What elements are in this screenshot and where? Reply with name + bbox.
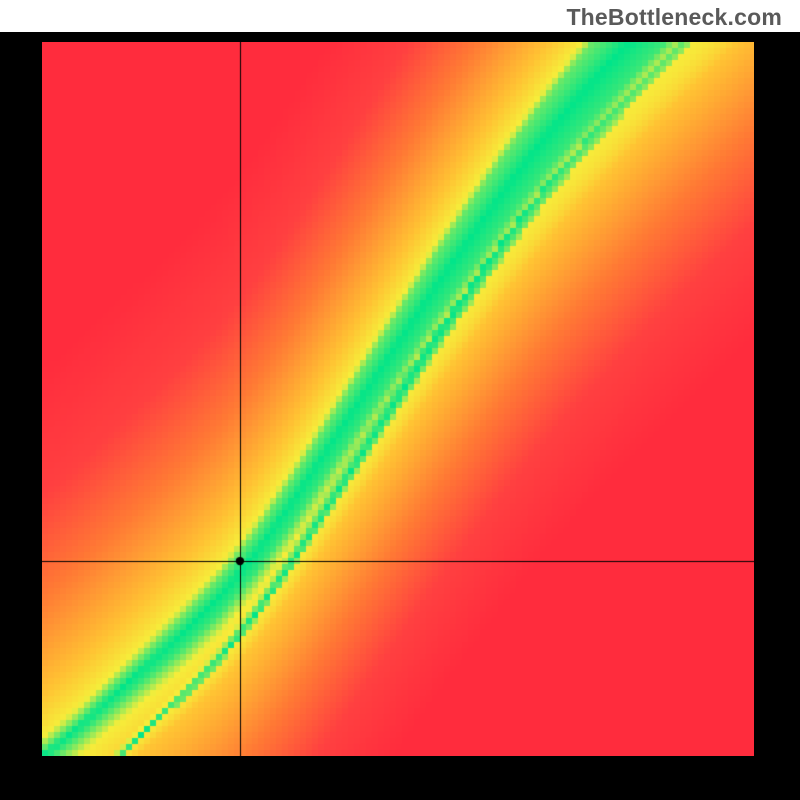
heatmap-canvas xyxy=(42,42,754,756)
plot-frame xyxy=(0,32,800,800)
plot-area xyxy=(42,42,754,756)
attribution-text: TheBottleneck.com xyxy=(566,4,782,31)
